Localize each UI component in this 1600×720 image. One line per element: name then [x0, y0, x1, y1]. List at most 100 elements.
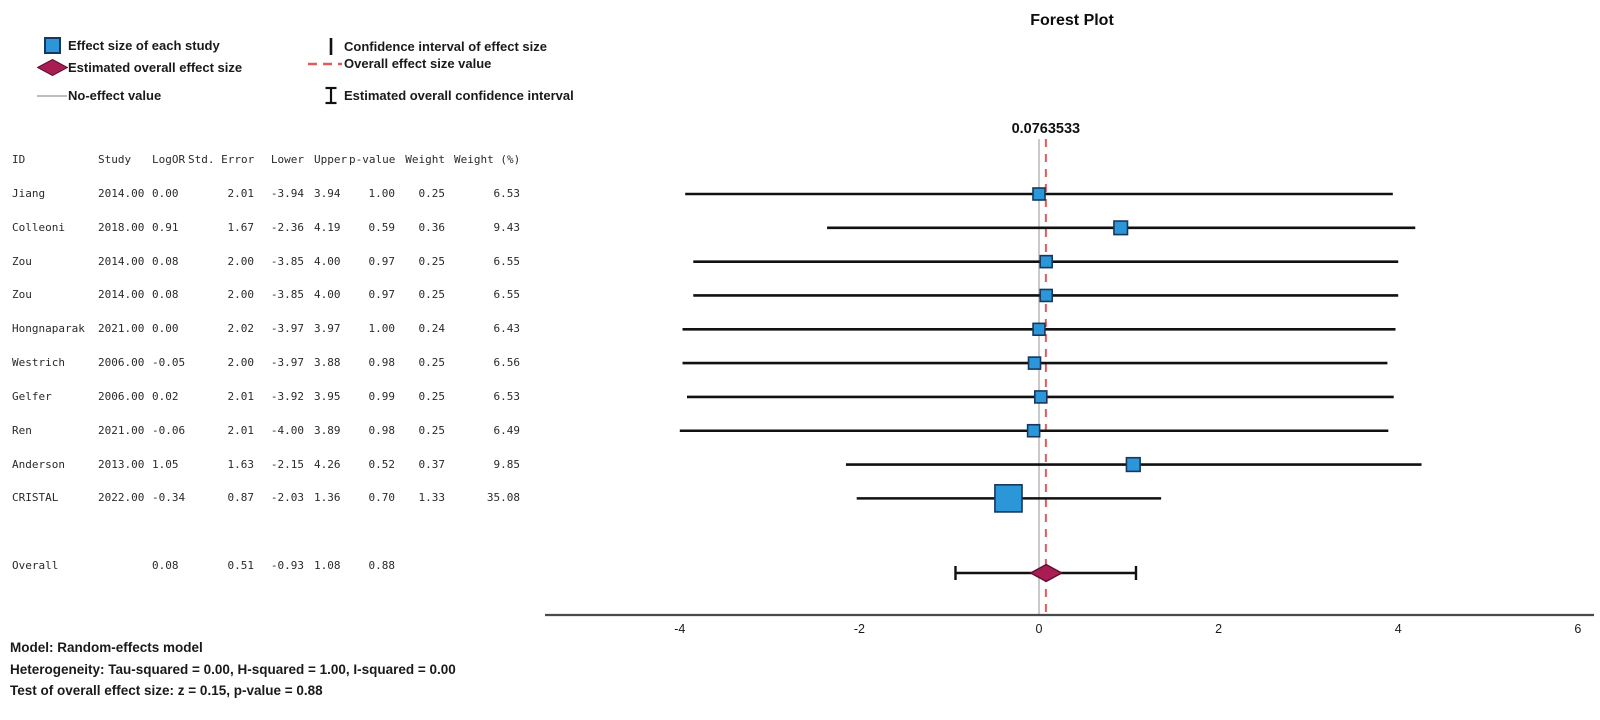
table-header-cell: p-value — [349, 153, 396, 166]
table-header-cell: ID — [12, 153, 26, 166]
table-row-cell: -0.06 — [152, 423, 186, 437]
table-row-cell: 2014.00 — [98, 254, 145, 268]
table-row-cell: -4.00 — [270, 423, 304, 437]
table-row-cell: 1.00 — [368, 322, 396, 336]
table-header-cell: Study — [98, 153, 132, 166]
table-overall-row-cell: 1.08 — [314, 559, 341, 572]
table-row-cell: 1.05 — [152, 457, 179, 471]
legend-item-overall-effect: Estimated overall effect size — [36, 59, 242, 76]
table-row-cell: 2014.00 — [98, 187, 145, 200]
table-row-cell: 3.95 — [314, 389, 341, 403]
table-row-cell: Zou — [12, 288, 32, 302]
table-row-cell: 2.00 — [227, 288, 255, 302]
table-overall-row-cell: -0.93 — [270, 559, 304, 572]
x-axis-tick-label: -2 — [854, 622, 865, 636]
table-row-cell: 2.00 — [227, 356, 255, 370]
table-header-cell: Weight — [405, 153, 445, 166]
table-row-cell: 9.43 — [493, 220, 521, 234]
table-row-cell: 4.00 — [314, 254, 341, 268]
table-row-cell: 0.00 — [152, 322, 179, 336]
table-row-cell: 2.02 — [227, 322, 255, 336]
table-row-cell: 2018.00 — [98, 220, 145, 234]
study-effect-square — [1113, 220, 1129, 236]
table-row-cell: 0.24 — [418, 322, 446, 336]
heterogeneity-line: Heterogeneity: Tau-squared = 0.00, H-squ… — [10, 661, 456, 677]
table-row-cell: 4.00 — [314, 288, 341, 302]
table-row-cell: 35.08 — [486, 491, 520, 505]
overall-effect-diamond-icon — [36, 59, 68, 76]
legend-label: Confidence interval of effect size — [344, 39, 547, 54]
table-row-cell: 0.08 — [152, 254, 179, 268]
overall-ci-ibeam-icon — [318, 86, 344, 105]
study-effect-square — [1032, 322, 1046, 337]
table-row-cell: -0.34 — [152, 491, 186, 505]
table-row-cell: 0.98 — [368, 423, 396, 437]
table-row-cell: -3.97 — [270, 322, 304, 336]
table-row-cell: 2014.00 — [98, 288, 145, 302]
legend-item-ci: Confidence interval of effect size — [318, 37, 547, 56]
table-row-cell: 0.25 — [418, 356, 446, 370]
test-line: Test of overall effect size: z = 0.15, p… — [10, 683, 323, 698]
table-row-cell: 0.59 — [368, 220, 396, 234]
x-axis-tick-label: -4 — [674, 622, 685, 636]
table-row-cell: -3.94 — [270, 187, 304, 200]
table-row-cell: 4.19 — [314, 220, 341, 234]
model-annotations: Model: Random-effects model Heterogeneit… — [10, 637, 456, 702]
ci-bar-icon — [318, 37, 344, 56]
table-row-cell: 6.53 — [493, 187, 521, 200]
legend-label: Effect size of each study — [68, 38, 220, 53]
table-row-cell: 6.49 — [493, 423, 521, 437]
table-row-cell: -2.03 — [270, 491, 304, 505]
table-header-cell: Std. Error — [188, 153, 255, 166]
table-row-cell: -2.36 — [270, 220, 304, 234]
table-row-cell: 2.01 — [227, 423, 255, 437]
table-header-cell: LogOR — [152, 153, 186, 166]
overall-effect-dashed-line-icon — [306, 61, 344, 67]
no-effect-line-icon — [36, 94, 68, 97]
table-row-cell: 2013.00 — [98, 457, 145, 471]
study-table: ID Study LogOR Std. Error Lower Upper p-value W… — [0, 0, 560, 620]
table-row-cell: Jiang — [12, 187, 46, 200]
table-row-cell: 2.01 — [227, 187, 255, 200]
table-row-cell: 1.36 — [314, 491, 341, 505]
study-effect-square-icon — [36, 37, 68, 54]
x-axis-tick-label: 4 — [1395, 622, 1402, 636]
table-row-cell: -3.97 — [270, 356, 304, 370]
x-axis-tick-label: 0 — [1036, 622, 1043, 636]
table-row-cell: 0.99 — [368, 389, 396, 403]
table-row-cell: 0.97 — [368, 288, 396, 302]
table-row-cell: 3.88 — [314, 356, 341, 370]
table-row-cell: 6.53 — [493, 389, 521, 403]
table-row-cell: 0.70 — [368, 491, 396, 505]
table-row-cell: 0.00 — [152, 187, 179, 200]
table-row-cell: 0.08 — [152, 288, 179, 302]
table-row-cell: Ren — [12, 423, 32, 437]
table-row-cell: 3.97 — [314, 322, 341, 336]
x-axis-tick-label: 6 — [1574, 622, 1581, 636]
table-header-cell: Upper — [314, 153, 348, 166]
table-row-cell: 2.01 — [227, 389, 255, 403]
table-row-cell: 6.43 — [493, 322, 521, 336]
legend-label: Estimated overall effect size — [68, 60, 243, 75]
table-header-cell: Weight (%) — [454, 153, 521, 166]
table-row-cell: Colleoni — [12, 220, 65, 234]
table-row-cell: 0.25 — [418, 423, 446, 437]
legend-label: No-effect value — [68, 88, 162, 103]
table-row-cell: CRISTAL — [12, 491, 59, 505]
table-row-cell: 4.26 — [314, 457, 341, 471]
legend-label: Overall effect size value — [344, 56, 492, 71]
study-effect-square — [994, 484, 1023, 513]
table-overall-row-cell: 0.51 — [227, 559, 255, 572]
chart-title: Forest Plot — [1030, 12, 1114, 29]
table-row-cell: 0.25 — [418, 187, 446, 200]
overall-diamond — [1029, 563, 1064, 583]
legend-item-overall-ci: Estimated overall confidence interval — [318, 86, 574, 105]
study-effect-square — [1027, 356, 1042, 370]
study-effect-square — [1026, 423, 1041, 438]
table-row-cell: Hongnaparak — [12, 322, 85, 336]
table-row-cell: 0.02 — [152, 389, 179, 403]
table-row-cell: 3.94 — [314, 187, 341, 200]
table-row-cell: 0.91 — [152, 220, 179, 234]
overall-effect-label: 0.0763533 — [1012, 121, 1081, 137]
table-row-cell: 9.85 — [493, 457, 521, 471]
